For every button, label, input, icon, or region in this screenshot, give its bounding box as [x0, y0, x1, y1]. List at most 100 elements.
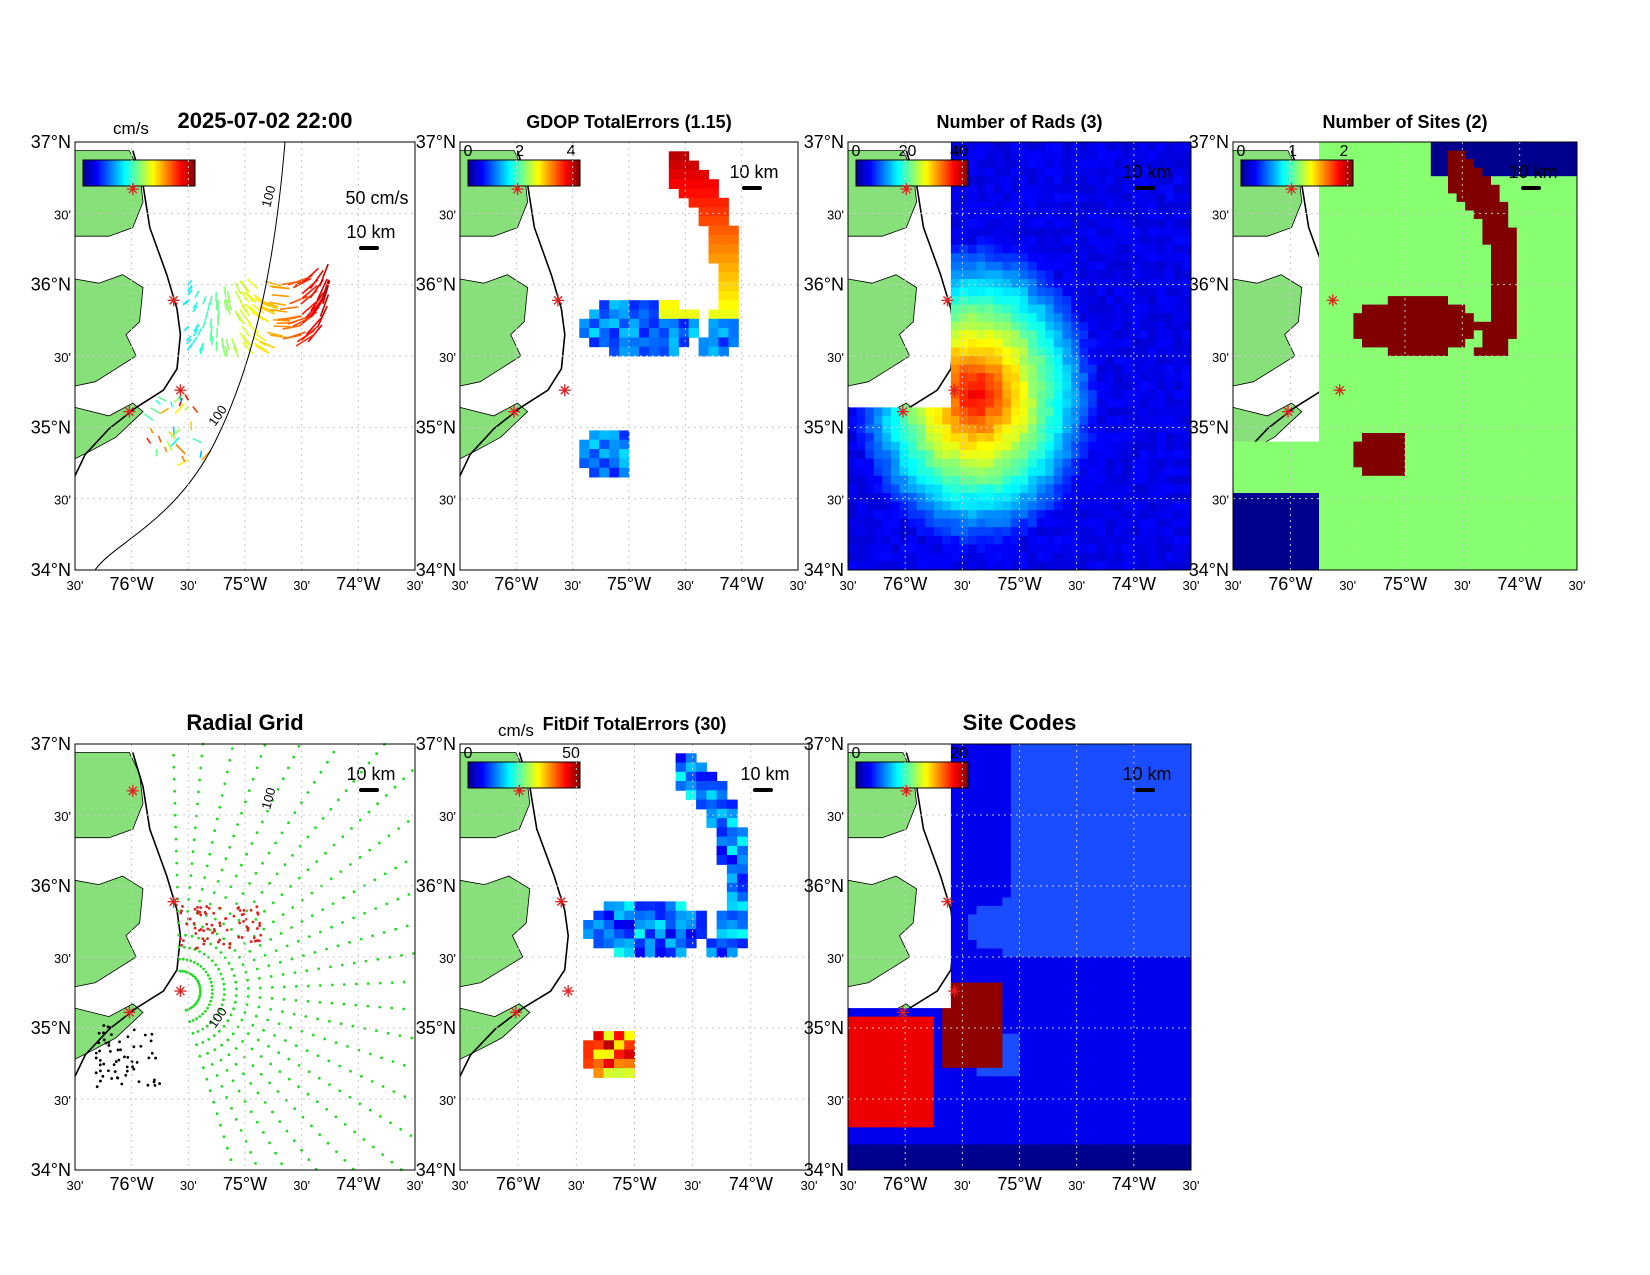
data-cell — [708, 309, 719, 320]
data-cell — [993, 313, 1003, 323]
colorbar-unit: cm/s — [498, 721, 534, 740]
data-cell — [1105, 407, 1115, 417]
data-cell — [655, 901, 666, 912]
data-cell — [1353, 518, 1363, 528]
data-cell — [1456, 261, 1466, 271]
data-cell — [1456, 518, 1466, 528]
data-cell — [1353, 296, 1363, 306]
radial-grid-point — [316, 1017, 319, 1021]
data-cell — [1173, 441, 1183, 451]
data-cell — [1439, 501, 1449, 511]
data-cell — [1173, 424, 1183, 434]
data-cell — [593, 929, 605, 939]
data-cell — [1508, 467, 1518, 477]
data-cell — [1336, 356, 1346, 366]
data-cell — [985, 561, 995, 571]
data-cell — [1551, 527, 1561, 537]
data-cell — [1387, 296, 1397, 306]
data-cell — [1319, 373, 1329, 383]
data-cell — [655, 910, 666, 921]
data-cell — [856, 484, 866, 494]
data-cell — [1396, 527, 1406, 537]
data-cell — [1465, 390, 1475, 400]
data-cell — [1542, 227, 1552, 237]
radial-grid-point — [269, 1008, 272, 1011]
data-cell — [1105, 527, 1115, 537]
data-cell — [1182, 296, 1192, 306]
data-cell — [648, 337, 660, 348]
data-cell — [1405, 407, 1415, 417]
data-cell — [1405, 373, 1415, 383]
radial-grid-point — [197, 981, 201, 985]
data-cell — [1465, 561, 1475, 571]
data-cell — [1353, 201, 1363, 211]
data-cell — [1173, 501, 1183, 511]
data-cell — [1088, 752, 1098, 762]
data-cell — [1062, 373, 1072, 383]
data-cell — [1002, 364, 1012, 374]
data-cell — [1362, 458, 1372, 468]
data-cell — [1319, 458, 1329, 468]
data-cell — [1165, 227, 1175, 237]
data-cell — [1568, 364, 1578, 374]
data-cell — [1430, 501, 1440, 511]
data-cell — [985, 518, 995, 528]
data-cell — [1148, 424, 1158, 434]
data-cell — [1105, 786, 1115, 796]
data-cell — [1122, 330, 1132, 340]
data-cell — [1165, 795, 1175, 805]
data-cell — [1422, 253, 1432, 263]
radial-grid-point — [329, 877, 333, 881]
data-cell — [1405, 304, 1415, 314]
data-cell — [1113, 159, 1123, 169]
data-cell — [1491, 150, 1501, 160]
radial-grid-point — [213, 917, 217, 921]
radial-grid-point — [206, 1052, 210, 1055]
data-cell — [993, 287, 1003, 297]
data-cell — [1508, 510, 1518, 520]
data-cell — [1088, 321, 1098, 331]
data-cell — [1010, 484, 1020, 494]
current-vector — [185, 335, 192, 342]
data-cell — [1499, 415, 1509, 425]
data-cell — [993, 518, 1003, 528]
data-cell — [1301, 467, 1311, 477]
data-cell — [1267, 518, 1277, 528]
data-cell — [1379, 458, 1389, 468]
data-cell — [1362, 321, 1372, 331]
data-cell — [1088, 450, 1098, 460]
data-cell — [1465, 544, 1475, 554]
data-cell — [1173, 390, 1183, 400]
data-cell — [1516, 424, 1526, 434]
data-cell — [1028, 552, 1038, 562]
data-cell — [848, 527, 858, 537]
data-cell — [1079, 244, 1089, 254]
data-cell — [1148, 201, 1158, 211]
data-cell — [1139, 338, 1149, 348]
current-vector — [241, 325, 251, 338]
data-cell — [1430, 330, 1440, 340]
data-cell — [1551, 433, 1561, 443]
data-cell — [1439, 167, 1449, 177]
data-cell — [1079, 159, 1089, 169]
data-cell — [589, 449, 600, 459]
data-cell — [728, 272, 739, 283]
data-cell — [1379, 373, 1389, 383]
data-cell — [716, 855, 728, 865]
land-polygon — [459, 1003, 531, 1060]
data-cell — [603, 1068, 615, 1078]
data-cell — [1148, 398, 1158, 408]
radial-grid-point — [254, 871, 258, 875]
radial-grid-point — [402, 1007, 406, 1011]
current-vector — [150, 407, 161, 415]
radial-grid-point — [223, 782, 227, 786]
data-cell — [1045, 795, 1055, 805]
data-cell — [1499, 321, 1509, 331]
data-cell — [737, 929, 748, 939]
lat-tick-label: 36°N — [416, 876, 456, 896]
site-marker — [508, 405, 521, 418]
radial-grid-point — [203, 876, 207, 879]
data-cell — [1002, 398, 1012, 408]
data-cell — [1465, 347, 1475, 357]
data-cell — [993, 321, 1003, 331]
